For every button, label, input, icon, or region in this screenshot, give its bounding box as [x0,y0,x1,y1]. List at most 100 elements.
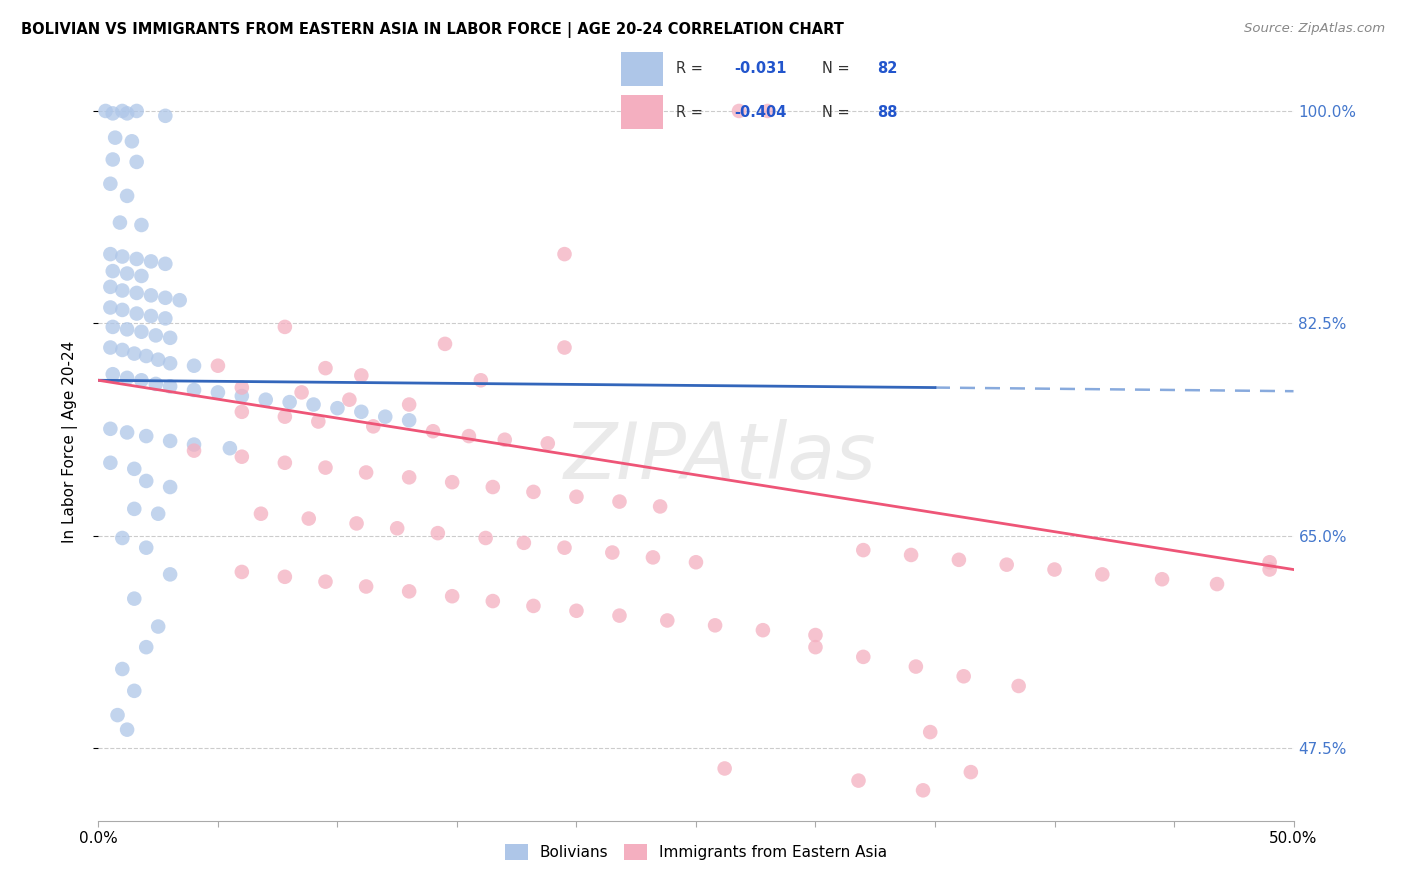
Point [101,319,124,334]
Point [602,545,624,559]
Point [98,422,122,436]
Point [155,257,177,271]
Point [354,466,377,480]
Point [107,708,129,723]
Point [685,555,707,569]
Point [398,584,420,599]
Point [125,155,148,169]
Point [115,106,138,120]
Point [145,328,167,343]
Text: Source: ZipAtlas.com: Source: ZipAtlas.com [1244,22,1385,36]
Point [159,356,181,370]
Text: N =: N = [821,62,853,77]
Point [554,247,576,261]
Legend: Bolivians, Immigrants from Eastern Asia: Bolivians, Immigrants from Eastern Asia [499,838,893,866]
Point [98,247,122,261]
Point [728,103,751,118]
Point [115,267,138,281]
Point [135,640,157,655]
Point [804,640,827,655]
Point [131,373,153,387]
Point [434,337,457,351]
Text: R =: R = [676,62,707,77]
Point [125,307,148,321]
Point [115,371,138,385]
Point [948,553,970,567]
Point [995,558,1018,572]
Point [183,359,205,373]
Point [804,628,827,642]
Text: -0.404: -0.404 [734,104,787,120]
Point [231,450,253,464]
Point [1043,562,1066,576]
Point [278,395,301,409]
Point [125,285,148,300]
Point [111,250,134,264]
Point [131,218,153,232]
Point [1258,555,1281,569]
Point [219,441,242,455]
Point [115,723,138,737]
Point [101,153,124,167]
Point [422,424,444,438]
Point [363,419,385,434]
Point [98,341,122,355]
Point [148,619,170,633]
Point [135,349,157,363]
Point [207,359,229,373]
Point [326,401,349,416]
Point [350,405,373,419]
Point [115,322,138,336]
Point [315,361,337,376]
Point [98,456,122,470]
Point [291,385,314,400]
Point [121,134,143,148]
Point [159,331,181,345]
Point [111,531,134,545]
Point [713,762,735,776]
Point [537,436,560,450]
Point [135,474,157,488]
Point [911,783,934,797]
Point [346,516,368,531]
Point [135,541,157,555]
Point [125,103,148,118]
Text: BOLIVIAN VS IMMIGRANTS FROM EASTERN ASIA IN LABOR FORCE | AGE 20-24 CORRELATION : BOLIVIAN VS IMMIGRANTS FROM EASTERN ASIA… [21,22,844,38]
Point [183,437,205,451]
Point [307,415,329,429]
Point [159,567,181,582]
Point [1258,562,1281,576]
Point [135,429,157,443]
Point [609,608,631,623]
Point [148,507,170,521]
Point [274,409,297,424]
Point [231,389,253,403]
Point [960,765,983,780]
Point [115,425,138,440]
Point [565,490,588,504]
Point [98,280,122,294]
Point [481,594,505,608]
Text: ZIPAtlas: ZIPAtlas [564,418,876,495]
Point [657,614,679,628]
Point [513,536,536,550]
Point [852,649,875,664]
Point [111,284,134,298]
Point [125,252,148,266]
Point [315,574,337,589]
Point [274,570,297,584]
Point [554,541,576,555]
Point [111,302,134,317]
Point [1206,577,1229,591]
Point [339,392,361,407]
Text: 82: 82 [877,62,897,77]
Point [398,470,420,484]
Point [131,268,153,283]
Point [124,683,146,698]
Point [398,413,420,427]
Text: 88: 88 [877,104,897,120]
Point [441,475,464,490]
Text: N =: N = [821,104,853,120]
Point [250,507,273,521]
Point [124,462,146,476]
